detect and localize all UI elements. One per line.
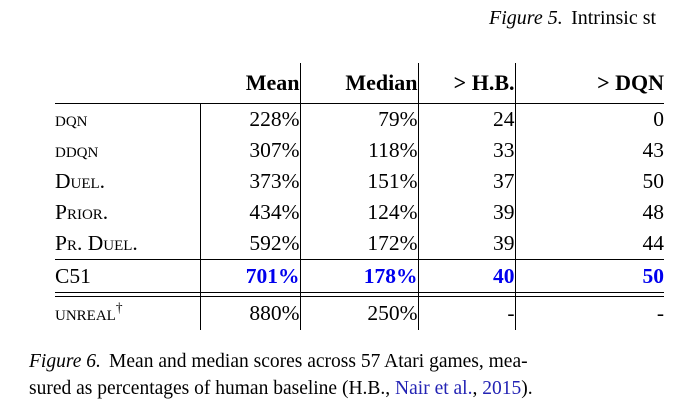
mean-cell: 701% (199, 259, 300, 293)
empty-header-cell (55, 63, 200, 104)
gt-dqn-cell: 50 (514, 166, 664, 197)
results-table: Mean Median > H.B. > DQN dqn 228% 79% 24… (55, 63, 664, 330)
figure5-label: Figure 5. (489, 7, 563, 29)
table-row-prior: Prior. 434% 124% 39 48 (55, 197, 664, 228)
gt-dqn-cell: 50 (514, 259, 664, 293)
median-cell: 124% (299, 197, 418, 228)
double-rule-separator (55, 292, 664, 297)
table-row-duel: Duel. 373% 151% 37 50 (55, 166, 664, 197)
gt-hb-cell: 40 (417, 259, 515, 293)
citation-separator: , (472, 378, 483, 399)
figure5-caption: Figure 5. Intrinsic st (489, 7, 656, 30)
col-header-mean: Mean (200, 63, 300, 104)
figure6-caption: Figure 6. Mean and median scores across 5… (29, 348, 663, 402)
gt-dqn-cell: 43 (514, 135, 664, 166)
rule-segment (55, 292, 200, 297)
row-label: Pr. Duel. (55, 231, 138, 255)
row-label: dqn (55, 107, 88, 131)
row-label: ddqn (55, 138, 99, 162)
caption-line2-text: sured as percentages of human baseline (… (29, 378, 396, 399)
rule-segment (199, 292, 300, 297)
caption-line-1: Figure 6. Mean and median scores across 5… (29, 348, 663, 375)
caption-line2-end: ). (521, 378, 533, 399)
dagger-footnote-mark: † (115, 299, 123, 315)
median-cell: 118% (299, 135, 418, 166)
row-label: unreal† (55, 297, 200, 331)
rule-segment (299, 292, 418, 297)
rule-segment (514, 292, 664, 297)
gt-hb-cell: 39 (417, 197, 515, 228)
figure5-text: Intrinsic st (571, 7, 657, 29)
mean-cell: 373% (199, 166, 300, 197)
median-cell: 178% (299, 259, 418, 293)
citation-link-year[interactable]: 2015 (482, 378, 522, 399)
gt-hb-cell: 39 (417, 228, 515, 260)
figure6-label: Figure 6. (29, 351, 101, 372)
table-row-unreal: unreal† 880% 250% - - (55, 296, 664, 331)
table-row-dqn: dqn 228% 79% 24 0 (55, 103, 664, 135)
col-header-gt-hb: > H.B. (417, 63, 515, 104)
header-row: Mean Median > H.B. > DQN (55, 63, 664, 104)
gt-hb-cell: - (417, 296, 515, 330)
col-header-gt-dqn: > DQN (514, 63, 664, 104)
row-label: C51 (55, 259, 200, 293)
unreal-label-text: unreal (55, 301, 116, 325)
table-row-pr-duel: Pr. Duel. 592% 172% 39 44 (55, 228, 664, 260)
col-header-median: Median (299, 63, 418, 104)
table-row-ddqn: ddqn 307% 118% 33 43 (55, 135, 664, 166)
mean-cell: 592% (199, 228, 300, 260)
mean-cell: 307% (199, 135, 300, 166)
caption-line-2: sured as percentages of human baseline (… (29, 375, 663, 402)
gt-hb-cell: 33 (417, 135, 515, 166)
row-label: Prior. (55, 200, 109, 224)
gt-dqn-cell: - (514, 296, 664, 330)
median-cell: 250% (299, 296, 418, 330)
row-label: Duel. (55, 169, 106, 193)
results-table-wrapper: Mean Median > H.B. > DQN dqn 228% 79% 24… (55, 63, 664, 330)
citation-link-nair[interactable]: Nair et al. (395, 378, 473, 399)
mean-cell: 228% (199, 103, 300, 135)
rule-segment (417, 292, 515, 297)
median-cell: 79% (299, 103, 418, 135)
mean-cell: 880% (199, 296, 300, 330)
caption-line1-text: Mean and median scores across 57 Atari g… (109, 351, 528, 372)
gt-dqn-cell: 0 (514, 103, 664, 135)
gt-dqn-cell: 48 (514, 197, 664, 228)
gt-hb-cell: 37 (417, 166, 515, 197)
gt-dqn-cell: 44 (514, 228, 664, 260)
median-cell: 172% (299, 228, 418, 260)
table-row-c51-highlight: C51 701% 178% 40 50 (55, 259, 664, 293)
gt-hb-cell: 24 (417, 103, 515, 135)
median-cell: 151% (299, 166, 418, 197)
mean-cell: 434% (199, 197, 300, 228)
